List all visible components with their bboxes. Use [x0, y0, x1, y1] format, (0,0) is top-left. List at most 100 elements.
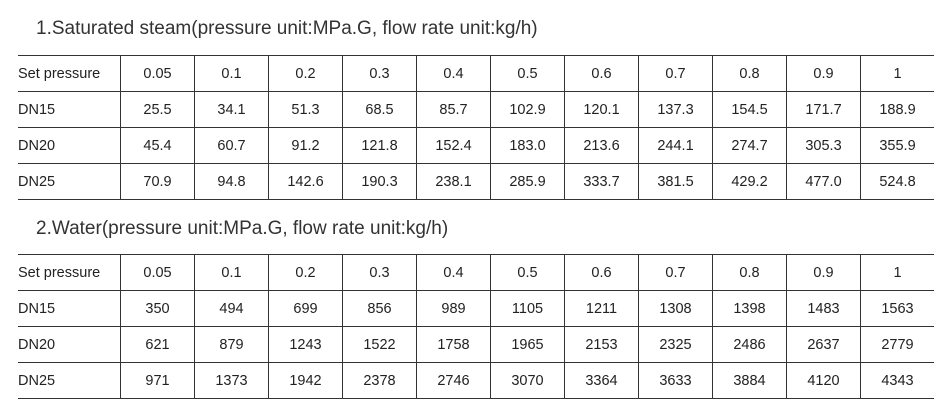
cell: 70.9: [120, 163, 195, 200]
cell: 2486: [712, 326, 787, 363]
cell: 350: [120, 290, 195, 327]
cell: 989: [416, 290, 491, 327]
cell: 1: [860, 254, 934, 291]
cell: DN15: [18, 290, 121, 327]
cell: 238.1: [416, 163, 491, 200]
cell: DN25: [18, 163, 121, 200]
cell: 494: [194, 290, 269, 327]
cell: 2637: [786, 326, 861, 363]
cell: 0.05: [120, 254, 195, 291]
cell: 0.7: [638, 254, 713, 291]
cell: 0.3: [342, 55, 417, 92]
cell: Set pressure: [18, 254, 121, 291]
table: Set pressure 0.05 0.1 0.2 0.3 0.4 0.5 0.6 0.7 0.8…: [18, 254, 934, 399]
table: Set pressure 0.05 0.1 0.2 0.3 0.4 0.5 0.6 0.7 0.8…: [18, 55, 934, 200]
cell: DN20: [18, 326, 121, 363]
cell: 3633: [638, 362, 713, 399]
cell: 0.6: [564, 55, 639, 92]
cell: 305.3: [786, 127, 861, 164]
cell: 1942: [268, 362, 343, 399]
cell: 0.8: [712, 55, 787, 92]
cell: 152.4: [416, 127, 491, 164]
cell: 1211: [564, 290, 639, 327]
cell: 3070: [490, 362, 565, 399]
cell: 0.7: [638, 55, 713, 92]
cell: 429.2: [712, 163, 787, 200]
cell: 0.2: [268, 55, 343, 92]
cell: DN25: [18, 362, 121, 399]
cell: DN20: [18, 127, 121, 164]
cell: 1758: [416, 326, 491, 363]
cell: 94.8: [194, 163, 269, 200]
cell: 2746: [416, 362, 491, 399]
cell: 0.1: [194, 55, 269, 92]
table-row: DN25 971 1373 1942 2378 2746 3070 3364 3633 3884 4…: [18, 362, 934, 399]
cell: 274.7: [712, 127, 787, 164]
cell: 121.8: [342, 127, 417, 164]
cell: 137.3: [638, 91, 713, 128]
cell: 2378: [342, 362, 417, 399]
cell: 171.7: [786, 91, 861, 128]
cell: 154.5: [712, 91, 787, 128]
cell: 879: [194, 326, 269, 363]
cell: 51.3: [268, 91, 343, 128]
cell: 524.8: [860, 163, 934, 200]
header-row: Set pressure 0.05 0.1 0.2 0.3 0.4 0.5 0.6 0.7 0.8…: [18, 254, 934, 291]
section-title: 2.Water(pressure unit:MPa.G, flow rate u…: [36, 218, 449, 239]
cell: 1: [860, 55, 934, 92]
cell: 2325: [638, 326, 713, 363]
cell: 355.9: [860, 127, 934, 164]
cell: 1308: [638, 290, 713, 327]
cell: 25.5: [120, 91, 195, 128]
cell: DN15: [18, 91, 121, 128]
cell: 3884: [712, 362, 787, 399]
cell: 1243: [268, 326, 343, 363]
cell: 0.5: [490, 254, 565, 291]
cell: 0.6: [564, 254, 639, 291]
cell: 4120: [786, 362, 861, 399]
cell: 188.9: [860, 91, 934, 128]
cell: 0.05: [120, 55, 195, 92]
cell: 183.0: [490, 127, 565, 164]
cell: 2153: [564, 326, 639, 363]
cell: 213.6: [564, 127, 639, 164]
cell: 0.5: [490, 55, 565, 92]
cell: 0.3: [342, 254, 417, 291]
cell: 142.6: [268, 163, 343, 200]
cell: 1563: [860, 290, 934, 327]
cell: 0.4: [416, 55, 491, 92]
cell: 477.0: [786, 163, 861, 200]
cell: 1105: [490, 290, 565, 327]
cell: 333.7: [564, 163, 639, 200]
cell: 244.1: [638, 127, 713, 164]
cell: 0.9: [786, 254, 861, 291]
cell: 102.9: [490, 91, 565, 128]
section-title: 1.Saturated steam(pressure unit:MPa.G, f…: [36, 18, 538, 39]
cell: 856: [342, 290, 417, 327]
cell: 971: [120, 362, 195, 399]
cell: 120.1: [564, 91, 639, 128]
cell: 381.5: [638, 163, 713, 200]
table-row: DN20 621 879 1243 1522 1758 1965 2153 2325 2486 26…: [18, 326, 934, 363]
cell: 0.4: [416, 254, 491, 291]
cell: 0.2: [268, 254, 343, 291]
cell: 45.4: [120, 127, 195, 164]
cell: 60.7: [194, 127, 269, 164]
table-row: DN20 45.4 60.7 91.2 121.8 152.4 183.0 213.6 244.…: [18, 127, 934, 164]
cell: 0.8: [712, 254, 787, 291]
cell: 0.1: [194, 254, 269, 291]
cell: 1483: [786, 290, 861, 327]
cell: 4343: [860, 362, 934, 399]
table-row: DN15 350 494 699 856 989 1105 1211 1308 1398 1483 1…: [18, 290, 934, 327]
cell: 285.9: [490, 163, 565, 200]
cell: 3364: [564, 362, 639, 399]
cell: 699: [268, 290, 343, 327]
cell: 190.3: [342, 163, 417, 200]
cell: 1398: [712, 290, 787, 327]
cell: 85.7: [416, 91, 491, 128]
cell: 1373: [194, 362, 269, 399]
cell: Set pressure: [18, 55, 121, 92]
cell: 2779: [860, 326, 934, 363]
cell: 34.1: [194, 91, 269, 128]
